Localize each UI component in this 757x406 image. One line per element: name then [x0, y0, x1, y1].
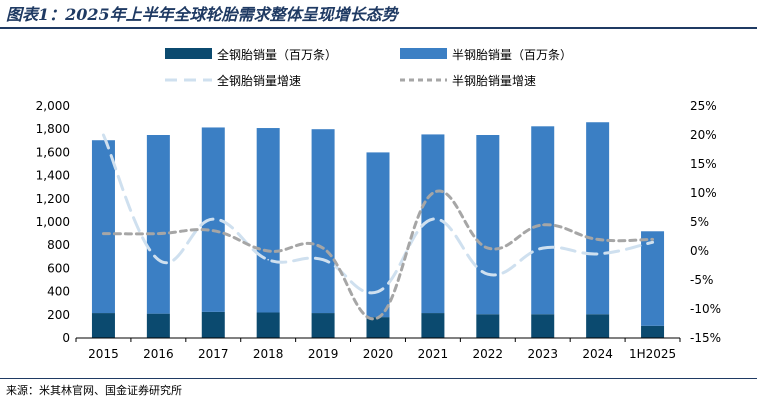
bar-semisteel [146, 135, 170, 314]
x-tick-label: 2015 [88, 347, 119, 361]
source-note: 来源：米其林官网、国金证券研究所 [6, 384, 182, 397]
point-semisteel-growth [541, 224, 544, 226]
x-tick-label: 1H2025 [629, 347, 676, 361]
y-left-tick-label: 1,600 [36, 145, 70, 159]
y-left-tick-label: 1,400 [36, 169, 70, 183]
y-right-tick-label: -15% [690, 331, 721, 345]
x-axis: 2015 2016 2017 2018 2019 2020 2021 2022 2023 2024… [75, 337, 681, 361]
bar-semisteel [641, 231, 665, 326]
point-semisteel-growth [596, 238, 599, 241]
y-right-tick-label: 20% [690, 128, 717, 142]
y-left-tick-label: 0 [62, 331, 70, 345]
bar-allsteel [421, 313, 445, 338]
x-tick-label: 2024 [582, 347, 613, 361]
point-semisteel-growth [432, 192, 434, 194]
point-semisteel-growth [322, 247, 324, 249]
y-left-tick-label: 600 [47, 261, 70, 275]
lines [101, 133, 655, 321]
bar-allsteel [146, 313, 170, 338]
y-left-tick-label: 1,000 [36, 215, 70, 229]
bar-allsteel [201, 311, 225, 338]
point-semisteel-growth [157, 232, 160, 235]
legend-label-2: 全钢胎销量增速 [217, 73, 301, 88]
bar-semisteel [531, 126, 555, 315]
x-tick-label: 2018 [253, 347, 284, 361]
bar-allsteel [586, 314, 610, 338]
point-semisteel-growth [487, 247, 489, 249]
footer-divider [0, 378, 757, 379]
point-allsteel-growth [487, 273, 489, 276]
x-tick-label: 2020 [363, 347, 394, 361]
y-right-tick-label: -10% [690, 302, 721, 316]
x-tick-label: 2019 [308, 347, 339, 361]
point-allsteel-growth [102, 134, 105, 136]
legend: 全钢胎销量（百万条） 半钢胎销量（百万条） 全钢胎销量增速 半钢胎销量增速 [165, 47, 572, 88]
x-tick-label: 2016 [143, 347, 174, 361]
legend-swatch-0 [165, 48, 212, 59]
x-tick-label: 2023 [527, 347, 558, 361]
point-semisteel-growth [212, 229, 215, 232]
y-axis-left: 0 200 400 600 800 1,000 1,200 1,400 1,600 1,800 2,… [36, 99, 70, 345]
y-left-tick-label: 2,000 [36, 99, 70, 113]
x-tick-label: 2021 [418, 347, 449, 361]
bar-semisteel [311, 129, 335, 314]
point-allsteel-growth [212, 218, 215, 220]
legend-swatch-1 [400, 48, 447, 59]
y-right-tick-label: 10% [690, 186, 717, 200]
line-semisteel-growth [101, 189, 655, 321]
y-right-tick-label: 5% [690, 215, 709, 229]
point-allsteel-growth [157, 258, 160, 261]
y-right-tick-label: -5% [690, 273, 713, 287]
y-left-tick-label: 200 [47, 308, 70, 322]
y-left-tick-label: 1,800 [36, 122, 70, 136]
y-right-tick-label: 15% [690, 157, 717, 171]
x-tick-label: 2017 [198, 347, 229, 361]
bar-allsteel [91, 313, 115, 338]
legend-label-3: 半钢胎销量增速 [452, 74, 536, 88]
y-left-tick-label: 1,200 [36, 192, 70, 206]
point-allsteel-growth [541, 247, 544, 249]
bar-allsteel [366, 317, 390, 338]
bar-semisteel [586, 122, 610, 315]
y-right-tick-label: 0% [690, 244, 709, 258]
title-divider [0, 27, 757, 29]
point-semisteel-growth [267, 250, 269, 252]
y-right-tick-label: 25% [690, 99, 717, 113]
point-allsteel-growth [377, 290, 379, 293]
bar-semisteel [421, 134, 445, 314]
y-left-tick-label: 400 [47, 285, 70, 299]
bar-allsteel [256, 312, 280, 338]
legend-label-0: 全钢胎销量（百万条） [217, 47, 337, 62]
bar-semisteel [91, 140, 115, 314]
point-semisteel-growth [102, 232, 105, 235]
point-semisteel-growth [651, 238, 654, 241]
point-allsteel-growth [432, 218, 434, 220]
point-allsteel-growth [267, 258, 269, 261]
point-allsteel-growth [651, 241, 654, 244]
point-semisteel-growth [377, 316, 379, 319]
bars [91, 122, 665, 338]
bar-semisteel [366, 152, 390, 318]
chart-title: 图表1：2025年上半年全球轮胎需求整体呈现增长态势 [6, 5, 398, 24]
legend-label-1: 半钢胎销量（百万条） [452, 48, 572, 62]
y-axis-right: -15% -10% -5% 0% 5% 10% 15% 20% 25% [690, 99, 721, 345]
point-allsteel-growth [322, 258, 324, 261]
bar-allsteel [476, 314, 500, 338]
bar-semisteel [476, 135, 500, 315]
x-tick-label: 2022 [473, 347, 504, 361]
bar-allsteel [311, 313, 335, 338]
bar-allsteel [531, 314, 555, 338]
point-allsteel-growth [596, 253, 599, 255]
y-left-tick-label: 800 [47, 238, 70, 252]
bar-semisteel [256, 128, 280, 313]
bar-allsteel [641, 325, 665, 338]
